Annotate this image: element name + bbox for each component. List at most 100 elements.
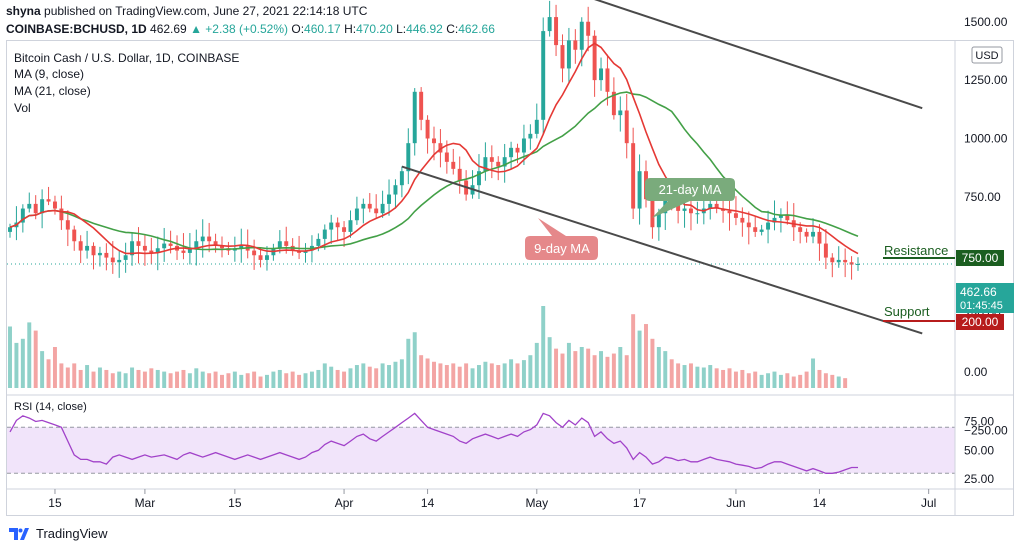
volume-bar: [830, 374, 835, 388]
candle-body: [650, 199, 655, 228]
volume-bar: [91, 371, 96, 388]
volume-bar: [142, 371, 147, 388]
publish-line: shyna published on TradingView.com, June…: [6, 4, 367, 18]
candle-body: [611, 91, 616, 116]
candle-body: [40, 199, 45, 214]
volume-bar: [669, 359, 674, 388]
candle-body: [284, 241, 289, 246]
candle-body: [72, 229, 77, 242]
open-value: 460.17: [304, 22, 341, 36]
volume-bar: [772, 371, 777, 388]
candle-body: [817, 231, 822, 244]
candle-body: [695, 213, 700, 215]
volume-bar: [778, 374, 783, 388]
time-tick-label: 17: [633, 496, 647, 510]
volume-bar: [380, 363, 385, 388]
time-tick-label: Jun: [726, 496, 745, 510]
candle-body: [85, 245, 90, 251]
ma9-line: [9, 42, 859, 255]
candle-body: [393, 185, 398, 195]
support-label: Support: [884, 304, 930, 319]
candle-body: [618, 110, 623, 116]
candle-body: [316, 238, 321, 246]
vol-legend: Vol: [14, 101, 31, 115]
candle-body: [52, 201, 57, 209]
last-price: 462.69: [150, 22, 187, 36]
volume-bar: [836, 376, 841, 388]
high-label: H:: [344, 22, 357, 36]
volume-bar: [220, 374, 224, 388]
candle-body: [322, 229, 327, 239]
volume-bar: [200, 371, 205, 388]
volume-bar: [721, 369, 726, 388]
volume-bar: [663, 351, 668, 388]
volume-bar: [451, 363, 456, 388]
time-tick-label: Mar: [135, 496, 156, 510]
time-tick-label: May: [525, 496, 548, 510]
candle-body: [496, 161, 501, 167]
candle-body: [419, 91, 424, 120]
volume-bar: [804, 371, 809, 388]
volume-bar: [425, 358, 430, 388]
candle-body: [541, 31, 546, 120]
candle-body: [631, 143, 636, 209]
candle-body: [432, 138, 436, 144]
candle-body: [20, 208, 25, 223]
candle-body: [804, 231, 809, 237]
open-label: O:: [291, 22, 305, 36]
candle-body: [348, 220, 353, 232]
volume-bar: [271, 371, 276, 388]
currency-badge[interactable]: [971, 46, 1003, 64]
candle-body: [759, 229, 764, 232]
candle-body: [637, 171, 642, 209]
candle-body: [592, 35, 597, 81]
candle-body: [554, 17, 559, 46]
volume-bar: [329, 366, 334, 388]
resistance-price-tag: [956, 250, 1004, 266]
candle-body: [483, 157, 488, 172]
last-price-tag: [956, 283, 1014, 313]
candle-body: [380, 203, 385, 214]
volume-bar: [759, 374, 764, 388]
price-tick-label: 0.00: [964, 365, 988, 379]
volume-bar: [123, 373, 128, 388]
candle-body: [451, 161, 456, 169]
volume-bar: [354, 365, 359, 388]
candle-body: [354, 208, 359, 221]
volume-bar: [476, 365, 481, 388]
volume-bar: [528, 355, 533, 388]
ma9-legend: MA (9, close): [14, 67, 84, 81]
resistance-value: 750.00: [962, 251, 999, 265]
candle-body: [207, 236, 212, 242]
candle-body: [586, 21, 591, 36]
candle-body: [457, 168, 462, 181]
volume-bar: [791, 376, 796, 388]
candle-body: [521, 138, 526, 153]
candle-body: [823, 243, 828, 258]
tradingview-logo-icon: [9, 527, 29, 540]
volume-bar: [599, 351, 604, 388]
candle-body: [91, 245, 96, 256]
candle-body: [509, 147, 514, 158]
volume-bar: [419, 355, 424, 388]
volume-bar: [496, 365, 501, 388]
candle-body: [772, 217, 777, 223]
candle-body: [335, 222, 340, 228]
candle-body: [329, 222, 334, 230]
ma21-legend: MA (21, close): [14, 84, 91, 98]
volume-bar: [264, 374, 269, 388]
volume-bar: [817, 369, 822, 388]
candle-body: [155, 248, 160, 253]
volume-bar: [8, 326, 12, 388]
candle-body: [168, 243, 173, 246]
volume-bar: [766, 373, 771, 388]
candle-body: [733, 213, 738, 218]
volume-bar: [399, 359, 404, 388]
tradingview-footer[interactable]: TradingView: [8, 526, 108, 541]
rsi-tick-label: 25.00: [964, 472, 994, 486]
candle-body: [142, 245, 147, 251]
volume-bar: [714, 368, 719, 388]
candle-body: [708, 203, 713, 209]
volume-bar: [136, 369, 141, 388]
